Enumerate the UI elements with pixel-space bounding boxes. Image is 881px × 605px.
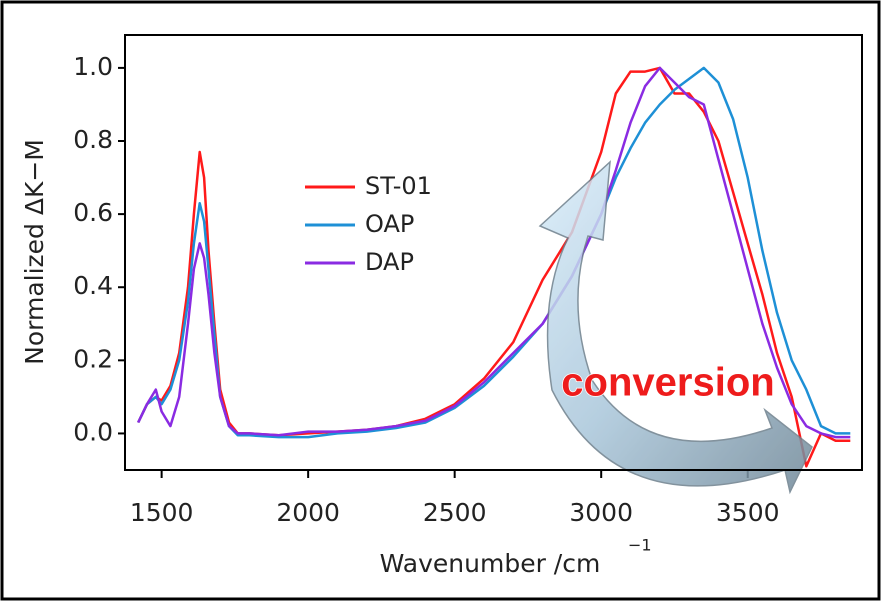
x-axis-label-superscript: −1	[628, 536, 652, 555]
annotation: conversion	[561, 361, 774, 405]
legend-label: ST-01	[365, 172, 432, 200]
y-tick-label: 0.6	[73, 198, 113, 227]
y-tick-label: 0.2	[73, 344, 113, 373]
data-line	[137, 66, 851, 439]
x-tick-label: 2000	[276, 498, 340, 527]
data-line	[137, 66, 851, 439]
y-tick-label: 0.8	[73, 125, 113, 154]
y-axis-label: Normalized ΔK−M	[20, 139, 49, 365]
x-tick-label: 2500	[423, 498, 487, 527]
y-tick-label: 1.0	[73, 52, 113, 81]
x-axis-label: Wavenumber /cm	[380, 549, 601, 578]
data-line	[137, 66, 851, 468]
x-tick-label: 3500	[716, 498, 780, 527]
y-tick-label: 0.0	[73, 417, 113, 446]
conversion-arrow	[538, 160, 813, 495]
legend-label: OAP	[365, 210, 414, 238]
plot-frame	[124, 34, 863, 471]
y-tick-label: 0.4	[73, 271, 113, 300]
x-tick-label: 3000	[569, 498, 633, 527]
x-tick-label: 1500	[130, 498, 194, 527]
legend-label: DAP	[365, 248, 414, 276]
